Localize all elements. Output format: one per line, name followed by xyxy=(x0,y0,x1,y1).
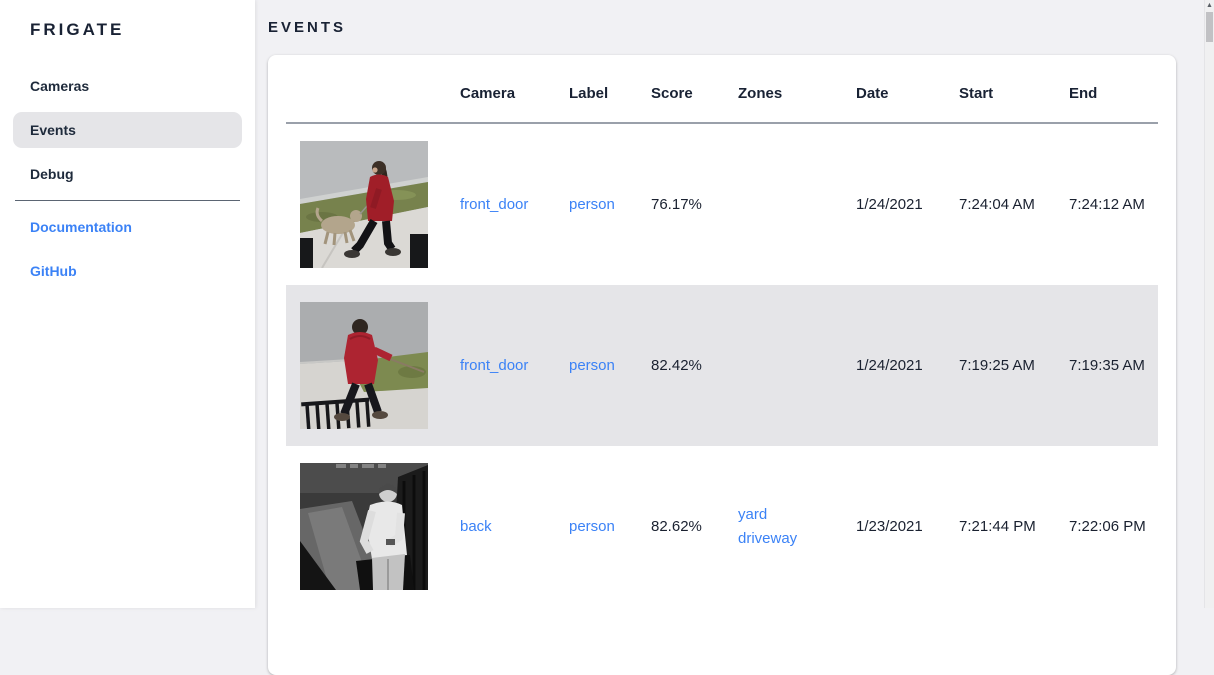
vertical-scrollbar[interactable]: ▲ xyxy=(1204,0,1214,608)
event-thumbnail-cell xyxy=(286,446,460,607)
event-end: 7:19:35 AM xyxy=(1069,357,1145,374)
sidebar-link-label: GitHub xyxy=(30,263,77,279)
sidebar-item-cameras[interactable]: Cameras xyxy=(13,68,242,104)
event-start: 7:24:04 AM xyxy=(959,196,1035,213)
sidebar-item-label: Debug xyxy=(30,166,74,182)
sidebar-item-label: Events xyxy=(30,122,76,138)
event-thumbnail[interactable] xyxy=(300,463,428,590)
label-link[interactable]: person xyxy=(569,196,615,213)
event-score: 82.62% xyxy=(651,518,702,535)
event-end: 7:22:06 PM xyxy=(1069,518,1146,535)
event-date: 1/24/2021 xyxy=(856,357,923,374)
table-row: front_door person 76.17% 1/24/2021 7:24:… xyxy=(286,123,1158,285)
sidebar-item-events[interactable]: Events xyxy=(13,112,242,148)
event-start: 7:21:44 PM xyxy=(959,518,1036,535)
table-header-row: Camera Label Score Zones Date Start End xyxy=(286,55,1158,124)
table-row: front_door person 82.42% 1/24/2021 7:19:… xyxy=(286,285,1158,446)
zone-link[interactable]: yard xyxy=(738,505,768,523)
main-content: EVENTS Camera Label Score Zones Date Sta… xyxy=(255,0,1204,675)
sidebar-link-github[interactable]: GitHub xyxy=(13,253,242,289)
app-logo[interactable]: FRIGATE xyxy=(30,20,125,39)
column-header-start: Start xyxy=(959,55,1069,124)
event-thumbnail[interactable] xyxy=(300,302,428,429)
event-label: person xyxy=(569,446,651,607)
event-camera: front_door xyxy=(460,285,569,446)
event-score: 76.17% xyxy=(651,196,702,213)
event-label: person xyxy=(569,285,651,446)
event-zones xyxy=(738,285,856,446)
event-thumbnail[interactable] xyxy=(300,141,428,268)
sidebar-divider xyxy=(15,200,240,201)
column-header-end: End xyxy=(1069,55,1158,124)
camera-link[interactable]: back xyxy=(460,518,492,535)
event-zones: yard driveway xyxy=(738,446,856,607)
event-zones xyxy=(738,123,856,285)
table-row: back person 82.62% yard driveway 1/23/20… xyxy=(286,446,1158,607)
event-camera: front_door xyxy=(460,123,569,285)
event-start: 7:19:25 AM xyxy=(959,357,1035,374)
column-header-date: Date xyxy=(856,55,959,124)
events-card: Camera Label Score Zones Date Start End xyxy=(268,55,1176,675)
event-end: 7:24:12 AM xyxy=(1069,196,1145,213)
sidebar: FRIGATE Cameras Events Debug Documentati… xyxy=(0,0,255,608)
events-table: Camera Label Score Zones Date Start End xyxy=(286,55,1158,607)
zone-link[interactable]: driveway xyxy=(738,529,798,547)
event-thumbnail-cell xyxy=(286,285,460,446)
event-label: person xyxy=(569,123,651,285)
label-link[interactable]: person xyxy=(569,357,615,374)
column-header-thumbnail xyxy=(286,55,460,124)
column-header-camera: Camera xyxy=(460,55,569,124)
column-header-zones: Zones xyxy=(738,55,856,124)
event-camera: back xyxy=(460,446,569,607)
camera-link[interactable]: front_door xyxy=(460,196,529,213)
sidebar-link-label: Documentation xyxy=(30,219,132,235)
scrollbar-up-arrow-icon[interactable]: ▲ xyxy=(1206,2,1213,9)
label-link[interactable]: person xyxy=(569,518,615,535)
sidebar-link-documentation[interactable]: Documentation xyxy=(13,209,242,245)
camera-link[interactable]: front_door xyxy=(460,357,529,374)
event-score: 82.42% xyxy=(651,357,702,374)
sidebar-item-label: Cameras xyxy=(30,78,90,94)
event-date: 1/23/2021 xyxy=(856,518,923,535)
event-thumbnail-cell xyxy=(286,123,460,285)
column-header-score: Score xyxy=(651,55,738,124)
event-date: 1/24/2021 xyxy=(856,196,923,213)
page-title: EVENTS xyxy=(268,19,347,36)
column-header-label: Label xyxy=(569,55,651,124)
scrollbar-thumb[interactable] xyxy=(1206,12,1213,42)
sidebar-nav: Cameras Events Debug xyxy=(0,68,255,192)
sidebar-item-debug[interactable]: Debug xyxy=(13,156,242,192)
